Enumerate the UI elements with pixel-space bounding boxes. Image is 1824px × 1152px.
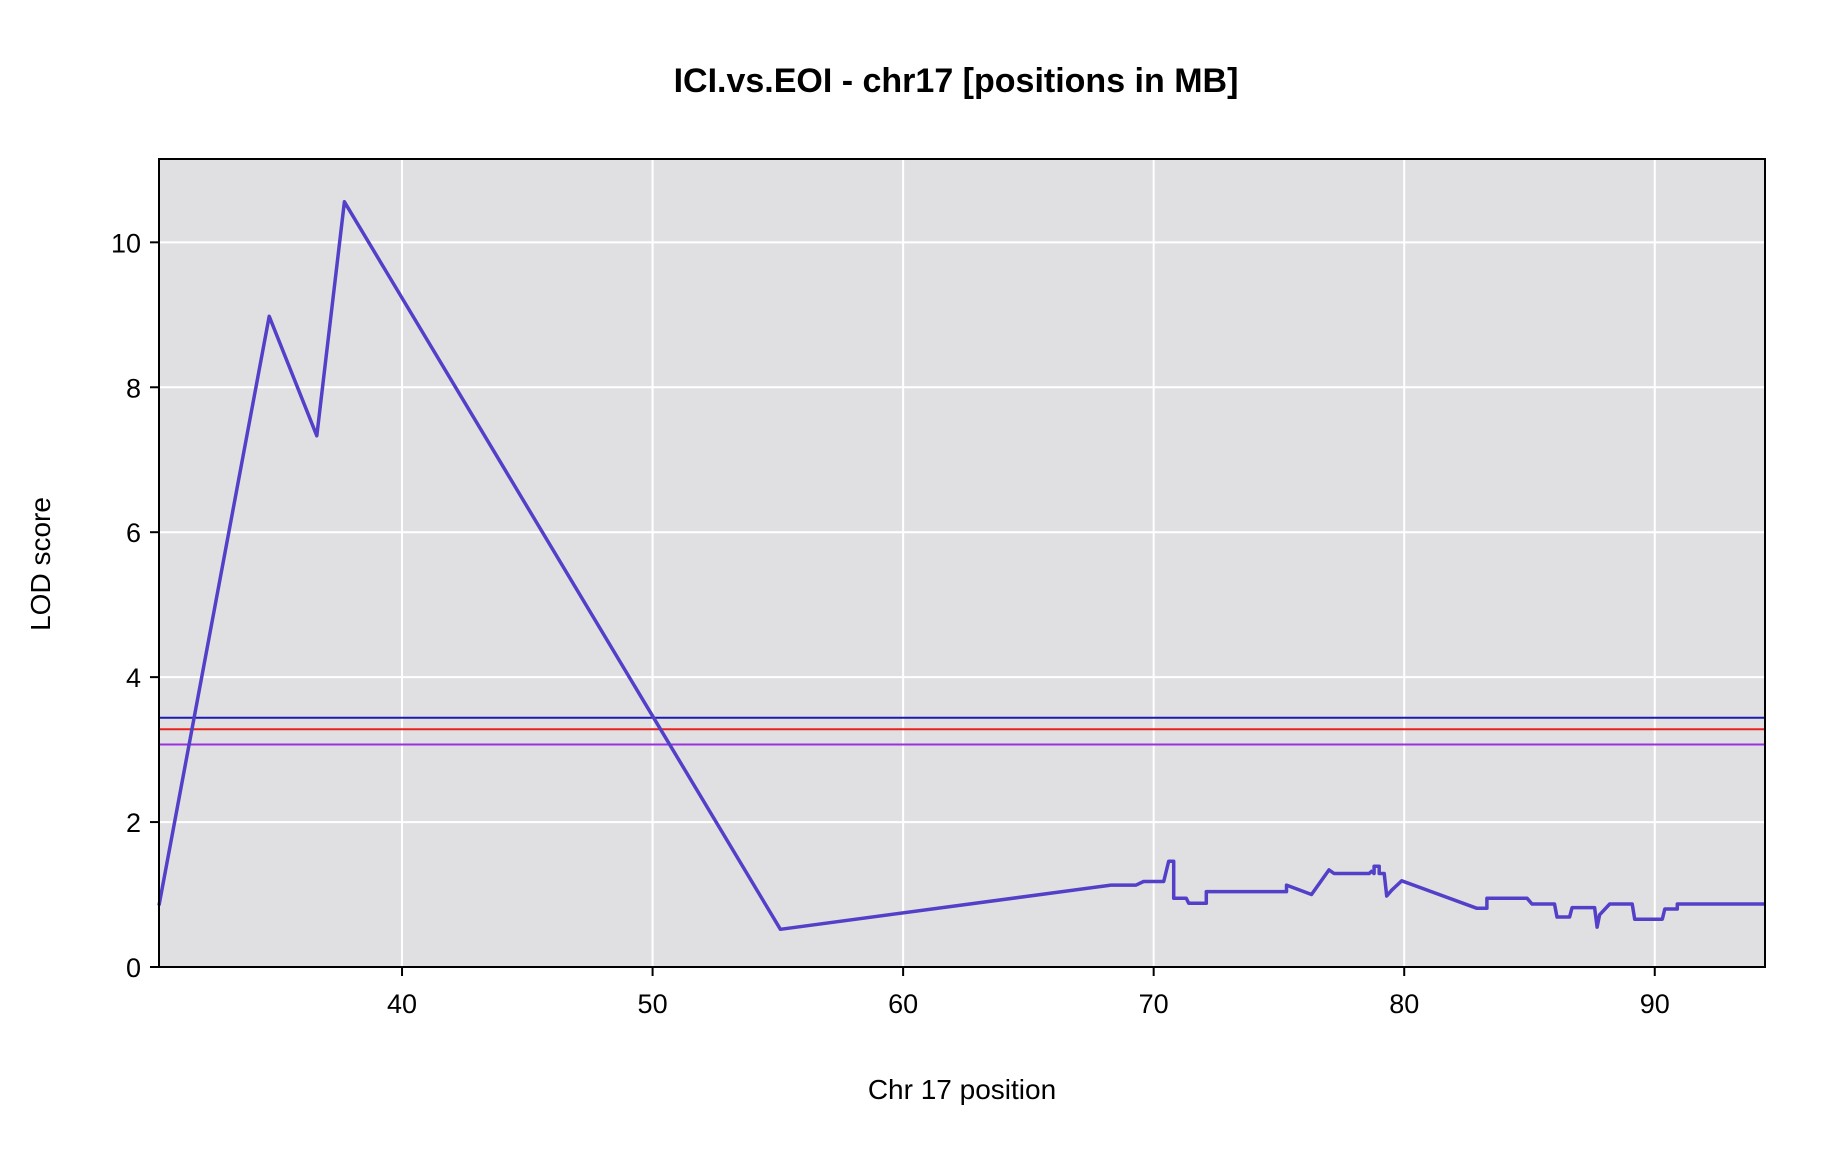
x-tick-label: 80 — [1389, 989, 1419, 1019]
x-axis-label: Chr 17 position — [868, 1074, 1056, 1105]
y-axis-ticks: 0 2 4 6 8 10 — [111, 228, 159, 983]
x-tick-label: 40 — [387, 989, 417, 1019]
y-tick-label: 8 — [126, 373, 141, 403]
x-tick-label: 70 — [1139, 989, 1169, 1019]
y-tick-label: 2 — [126, 808, 141, 838]
y-tick-label: 6 — [126, 518, 141, 548]
plot-border — [158, 158, 1766, 968]
x-axis-ticks: 40 50 60 70 80 90 — [387, 967, 1670, 1019]
series-lines — [157, 200, 1765, 932]
y-tick-label: 10 — [111, 228, 141, 258]
y-tick-label: 4 — [126, 663, 141, 693]
lod-series-line — [157, 200, 1765, 932]
plot-area — [159, 159, 1765, 967]
x-tick-label: 90 — [1640, 989, 1670, 1019]
y-axis-label: LOD score — [25, 497, 56, 631]
threshold-lines — [159, 716, 1765, 746]
x-tick-label: 50 — [638, 989, 668, 1019]
chart-title: ICI.vs.EOI - chr17 [positions in MB] — [674, 62, 1239, 100]
y-tick-label: 0 — [126, 953, 141, 983]
x-tick-label: 60 — [888, 989, 918, 1019]
